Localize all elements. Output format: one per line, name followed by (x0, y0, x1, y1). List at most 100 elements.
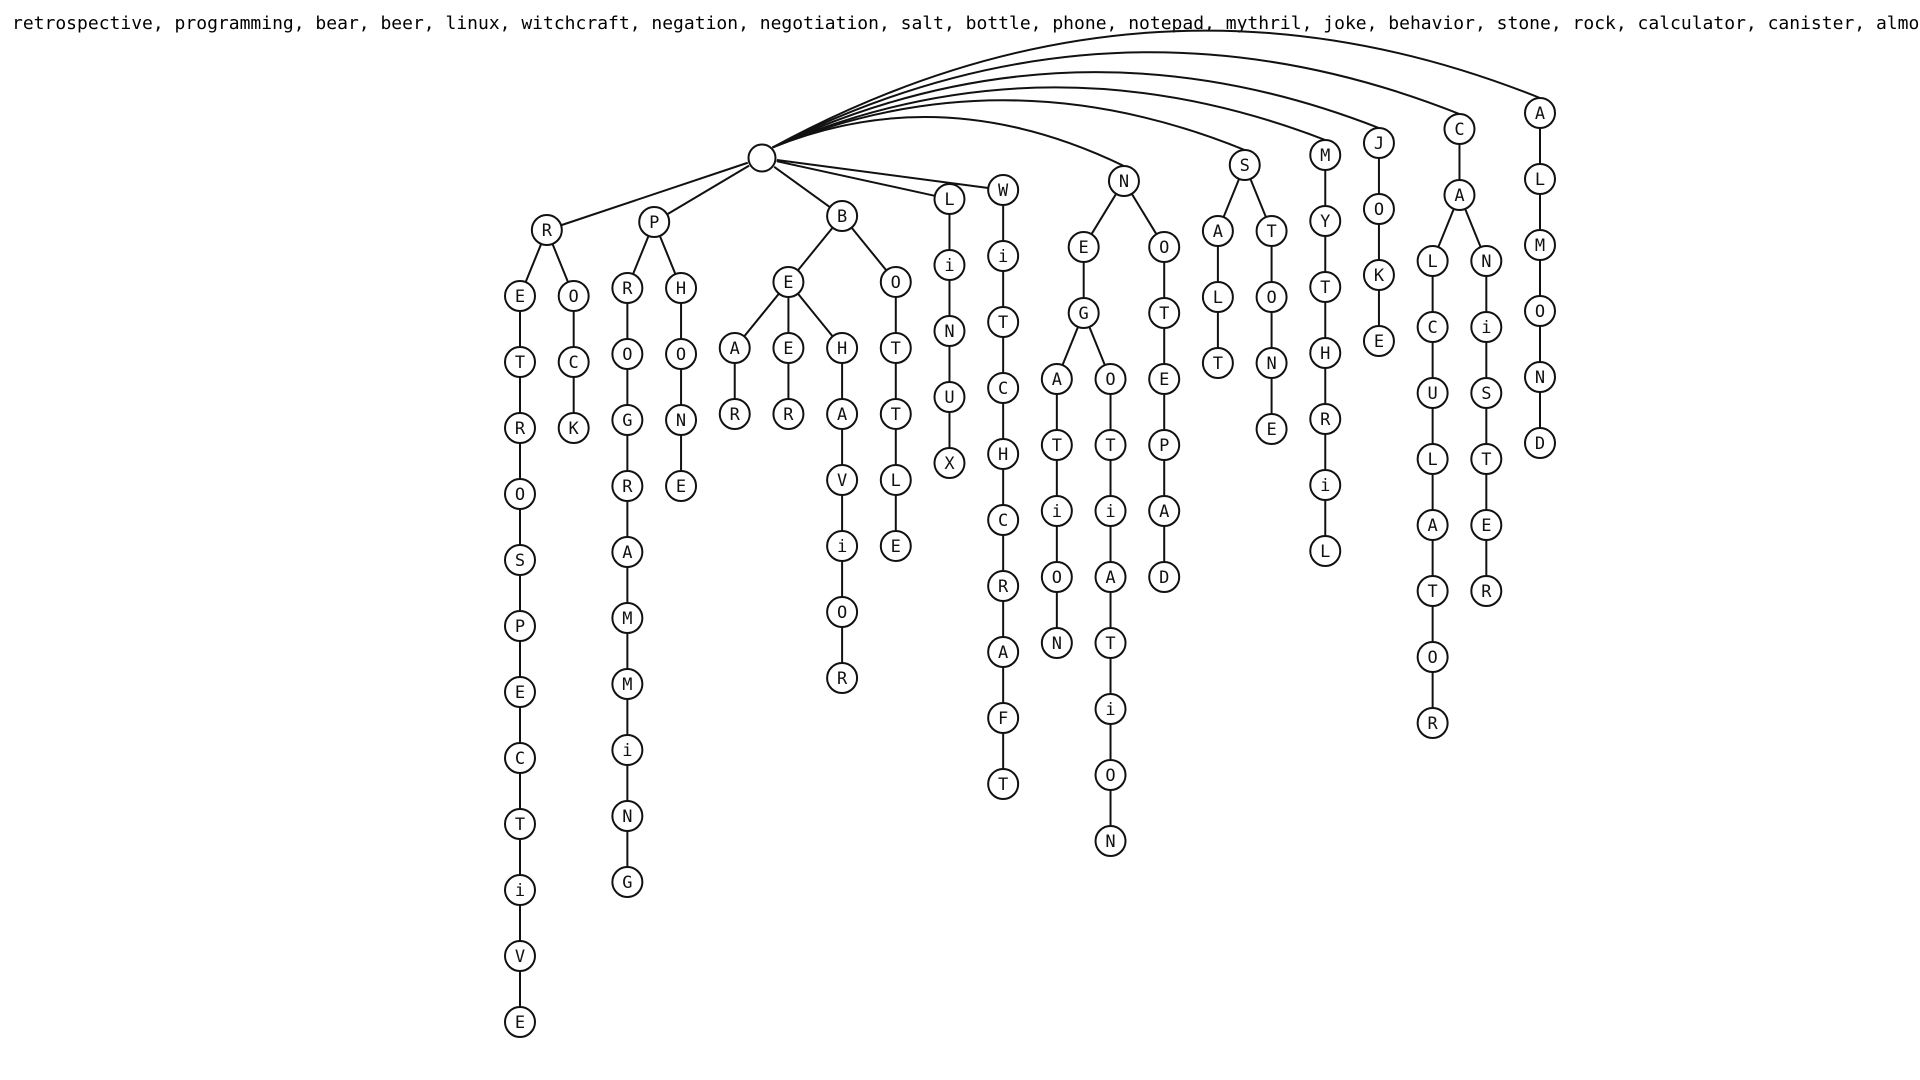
trie-node (718, 398, 751, 430)
node-letter: i (1481, 318, 1491, 338)
trie-node (557, 412, 590, 444)
node-letter: T (1213, 354, 1223, 374)
trie-node (665, 470, 698, 502)
node-letter: R (515, 419, 526, 439)
trie-node (826, 596, 859, 628)
trie-node (1470, 509, 1503, 541)
node-letter: D (1159, 568, 1169, 588)
node-letter: R (783, 405, 794, 425)
trie-node (611, 866, 644, 898)
node-letter: i (998, 247, 1008, 267)
node-letter: A (1052, 370, 1062, 390)
trie-edge (776, 158, 989, 190)
trie-node (879, 530, 912, 562)
node-letter: N (1481, 252, 1491, 272)
trie-node (1443, 113, 1476, 145)
trie-node (1094, 627, 1127, 659)
node-letter: C (998, 511, 1008, 531)
node-letter: T (515, 353, 525, 373)
trie-node (772, 398, 805, 430)
node-letter: E (783, 339, 793, 359)
trie-node (611, 272, 644, 304)
trie-node (1148, 495, 1181, 527)
trie-node (1255, 413, 1288, 445)
trie-node (879, 398, 912, 430)
node-letter: S (515, 551, 525, 571)
trie-node (1309, 535, 1342, 567)
trie-node (987, 438, 1020, 470)
trie-node (611, 338, 644, 370)
trie-node (1201, 215, 1234, 247)
trie-node (665, 338, 698, 370)
trie-node (1309, 139, 1342, 171)
node-letter: O (569, 287, 579, 307)
trie-node (504, 610, 536, 642)
trie-node (826, 200, 859, 232)
trie-node (665, 404, 698, 436)
node-letter: M (622, 675, 632, 695)
node-letter: C (1428, 318, 1438, 338)
trie-node (1255, 215, 1288, 247)
node-letter: O (1266, 288, 1276, 308)
node-letter: L (1213, 288, 1223, 308)
node-letter: A (622, 543, 632, 563)
node-letter: L (944, 190, 954, 210)
node-letter: X (944, 454, 955, 474)
trie-node (504, 676, 536, 708)
root-node (747, 143, 777, 173)
node-letter: i (1052, 502, 1062, 522)
node-letter: O (1159, 238, 1169, 258)
node-letter: R (542, 221, 553, 241)
node-letter: U (1428, 384, 1438, 404)
trie-node (1309, 403, 1342, 435)
node-letter: N (1052, 634, 1062, 654)
trie-node (1309, 469, 1342, 501)
trie-node (1094, 693, 1127, 725)
nodes: E Vi T C E P S O R T E K C O R G Ni M M A R G O R E N O H P R A R E R Oi V A… (504, 97, 1556, 1038)
node-letter: A (1213, 222, 1223, 242)
trie-node (772, 266, 805, 298)
trie-node (1228, 149, 1261, 181)
node-letter: i (1105, 700, 1115, 720)
node-letter: N (1535, 368, 1545, 388)
trie-node (987, 174, 1020, 206)
node-letter: O (1535, 302, 1545, 322)
trie-edge (1249, 178, 1267, 218)
trie-edge (551, 243, 569, 283)
node-letter: O (676, 345, 686, 365)
trie-edge (772, 86, 1326, 149)
node-letter: L (1320, 542, 1330, 562)
trie-edge (772, 116, 1125, 167)
node-letter: E (1079, 238, 1089, 258)
trie-node (826, 464, 859, 496)
trie-node (1416, 443, 1449, 475)
node-letter: P (515, 617, 525, 637)
node-letter: H (676, 279, 686, 299)
trie-node (1416, 707, 1449, 739)
trie-node (504, 478, 536, 510)
trie-node (530, 214, 563, 246)
trie-node (933, 183, 966, 215)
node-letter: M (1320, 146, 1330, 166)
trie-node (826, 662, 859, 694)
node-letter: C (569, 353, 579, 373)
trie-node (987, 306, 1020, 338)
trie-edge (1130, 193, 1158, 235)
trie-node (987, 570, 1020, 602)
trie-node (1362, 325, 1395, 357)
node-letter: i (837, 537, 847, 557)
node-letter: O (837, 603, 847, 623)
node-letter: A (837, 405, 847, 425)
node-letter: O (1374, 200, 1384, 220)
trie-edge (658, 235, 677, 275)
node-letter: T (1266, 222, 1276, 242)
trie-edge (1464, 208, 1482, 248)
trie-node (1040, 627, 1073, 659)
trie-node (1416, 377, 1449, 409)
trie-node (504, 280, 536, 312)
node-letter: O (515, 485, 525, 505)
trie-node (1362, 193, 1395, 225)
trie-node (504, 742, 536, 774)
node-letter: T (1105, 436, 1115, 456)
node-letter: N (622, 807, 632, 827)
